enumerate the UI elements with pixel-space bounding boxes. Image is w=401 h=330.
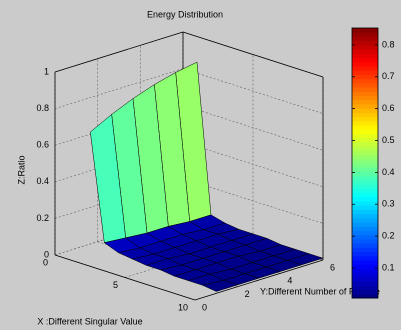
y-tick-label: 4 [287,276,292,286]
colorbar-segment [352,264,378,269]
z-tick-label: 0 [44,249,49,259]
colorbar-tick-label: 0.1 [382,262,395,272]
colorbar-segment [352,40,378,46]
colorbar-segment [352,205,378,210]
colorbar-segment [352,74,378,80]
z-tick-label: 0.6 [36,140,49,150]
colorbar-segment [352,116,378,122]
colorbar-segment [352,293,378,299]
box-edge [54,31,184,73]
colorbar-segment [352,158,378,164]
colorbar-segment [352,91,378,96]
colorbar-segment [352,230,378,236]
colorbar-tick-label: 0.3 [382,199,395,209]
colorbar-segment [352,70,378,75]
colorbar-segment [352,154,378,160]
colorbar-segment [352,188,378,194]
colorbar-segment [352,213,378,219]
colorbar-segment [352,260,378,265]
colorbar-segment [352,238,378,244]
x-axis-label: X :Different Singular Value [37,316,142,326]
y-axis [194,259,324,301]
colorbar-segment [352,53,378,59]
colorbar-segment [352,243,378,248]
colorbar-segment [352,150,378,156]
colorbar-tick-label: 0.5 [382,135,395,145]
colorbar-segment [352,276,378,282]
y-tick-label: 0 [202,302,207,312]
x-tick-label: 5 [113,280,118,290]
z-tick-label: 1 [44,66,49,76]
z-tick-label: 0.2 [36,213,49,223]
chart-title: Energy Distribution [147,9,223,19]
colorbar-segment [352,251,378,257]
colorbar-segment [352,289,378,295]
surface-face [201,280,239,292]
colorbar-segment [352,87,378,92]
colorbar-tick-label: 0.7 [382,71,395,81]
z-axis-label: Z:Ratio [16,155,26,184]
colorbar-segment [352,99,378,105]
colorbar-segment [352,78,378,84]
colorbar-segment [352,272,378,278]
colorbar-segment [352,226,378,231]
colorbar-segment [352,36,378,42]
colorbar-segment [352,234,378,240]
colorbar-segment [352,255,378,261]
colorbar-segment [352,133,378,139]
colorbar-segment [352,141,378,147]
y-tick-label: 2 [245,289,250,299]
colorbar-segment [352,200,378,206]
colorbar-tick-label: 0.4 [382,167,395,177]
colorbar-segment [352,57,378,63]
colorbar-segment [352,112,378,118]
colorbar-segment [352,196,378,202]
colorbar-segment [352,108,378,113]
grid-line [182,68,324,114]
colorbar-segment [352,209,378,215]
colorbar-tick-label: 0.6 [382,103,395,113]
colorbar-segment [352,179,378,185]
box-edge [182,31,324,78]
colorbar-segment [352,61,378,67]
colorbar-segment [352,95,378,101]
colorbar-segment [352,146,378,151]
colorbar-segment [352,49,378,54]
colorbar-segment [352,268,378,274]
colorbar-segment [352,222,378,227]
colorbar-segment [352,163,378,168]
colorbar-segment [352,217,378,223]
colorbar-segment [352,167,378,172]
colorbar-segment [352,120,378,126]
colorbar-segment [352,247,378,253]
colorbar-frame [351,27,379,299]
y-axis-label: Y:Different Number of Feature [260,286,380,296]
z-tick-label: 0.4 [36,176,49,186]
z-tick-label: 0.8 [36,103,49,113]
colorbar-segment [352,129,378,134]
colorbar-segment [352,285,378,291]
x-tick-label: 10 [178,302,188,312]
colorbar-tick-label: 0.2 [382,231,395,241]
colorbar-segment [352,137,378,143]
colorbar-segment [352,44,378,50]
colorbar-segment [352,28,378,33]
colorbar-segment [352,32,378,37]
colorbar-tick-label: 0.8 [382,39,395,49]
colorbar-segment [352,171,378,177]
colorbar-segment [352,82,378,88]
colorbar-segment [352,192,378,198]
colorbar-segment [352,65,378,71]
colorbar-segment [352,184,378,189]
colorbar-segment [352,175,378,181]
colorbar-segment [352,125,378,130]
y-tick-label: 6 [330,262,335,272]
colorbar-segment [352,281,378,286]
colorbar-segment [352,103,378,109]
x-tick-label: 0 [43,257,48,267]
x-axis [54,254,196,301]
